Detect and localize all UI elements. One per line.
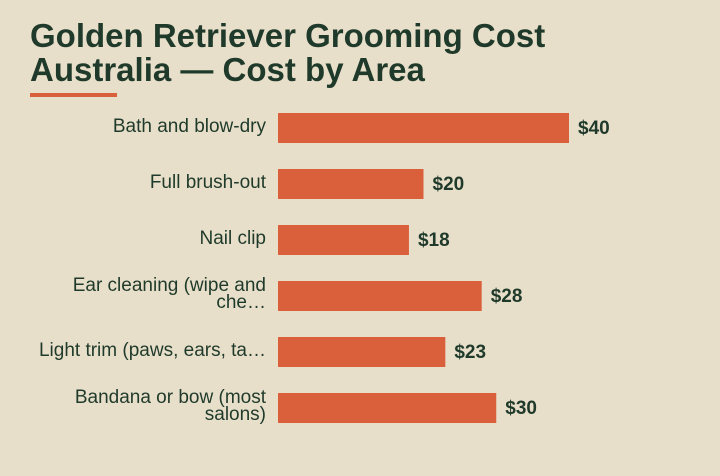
bar — [278, 225, 409, 255]
bar — [278, 393, 497, 423]
value-label: $23 — [454, 342, 486, 363]
bar — [278, 281, 482, 311]
bar — [278, 169, 424, 199]
value-label: $30 — [505, 398, 537, 419]
value-label: $40 — [578, 118, 610, 139]
category-label: Bandana or bow (most salons) — [74, 387, 266, 425]
value-label: $18 — [418, 230, 450, 251]
category-label: Light trim (paws, ears, ta… — [38, 339, 266, 361]
value-label: $20 — [433, 174, 465, 195]
category-label: Nail clip — [199, 227, 266, 249]
category-label: Ear cleaning (wipe and che… — [72, 275, 266, 313]
category-label: Bath and blow-dry — [112, 115, 266, 137]
value-label: $28 — [491, 286, 523, 307]
title-accent — [30, 93, 117, 97]
bar — [278, 337, 446, 367]
chart-title: Golden Retriever Grooming Cost Australia… — [30, 17, 546, 88]
bar — [278, 113, 569, 143]
category-label: Full brush-out — [149, 171, 266, 193]
